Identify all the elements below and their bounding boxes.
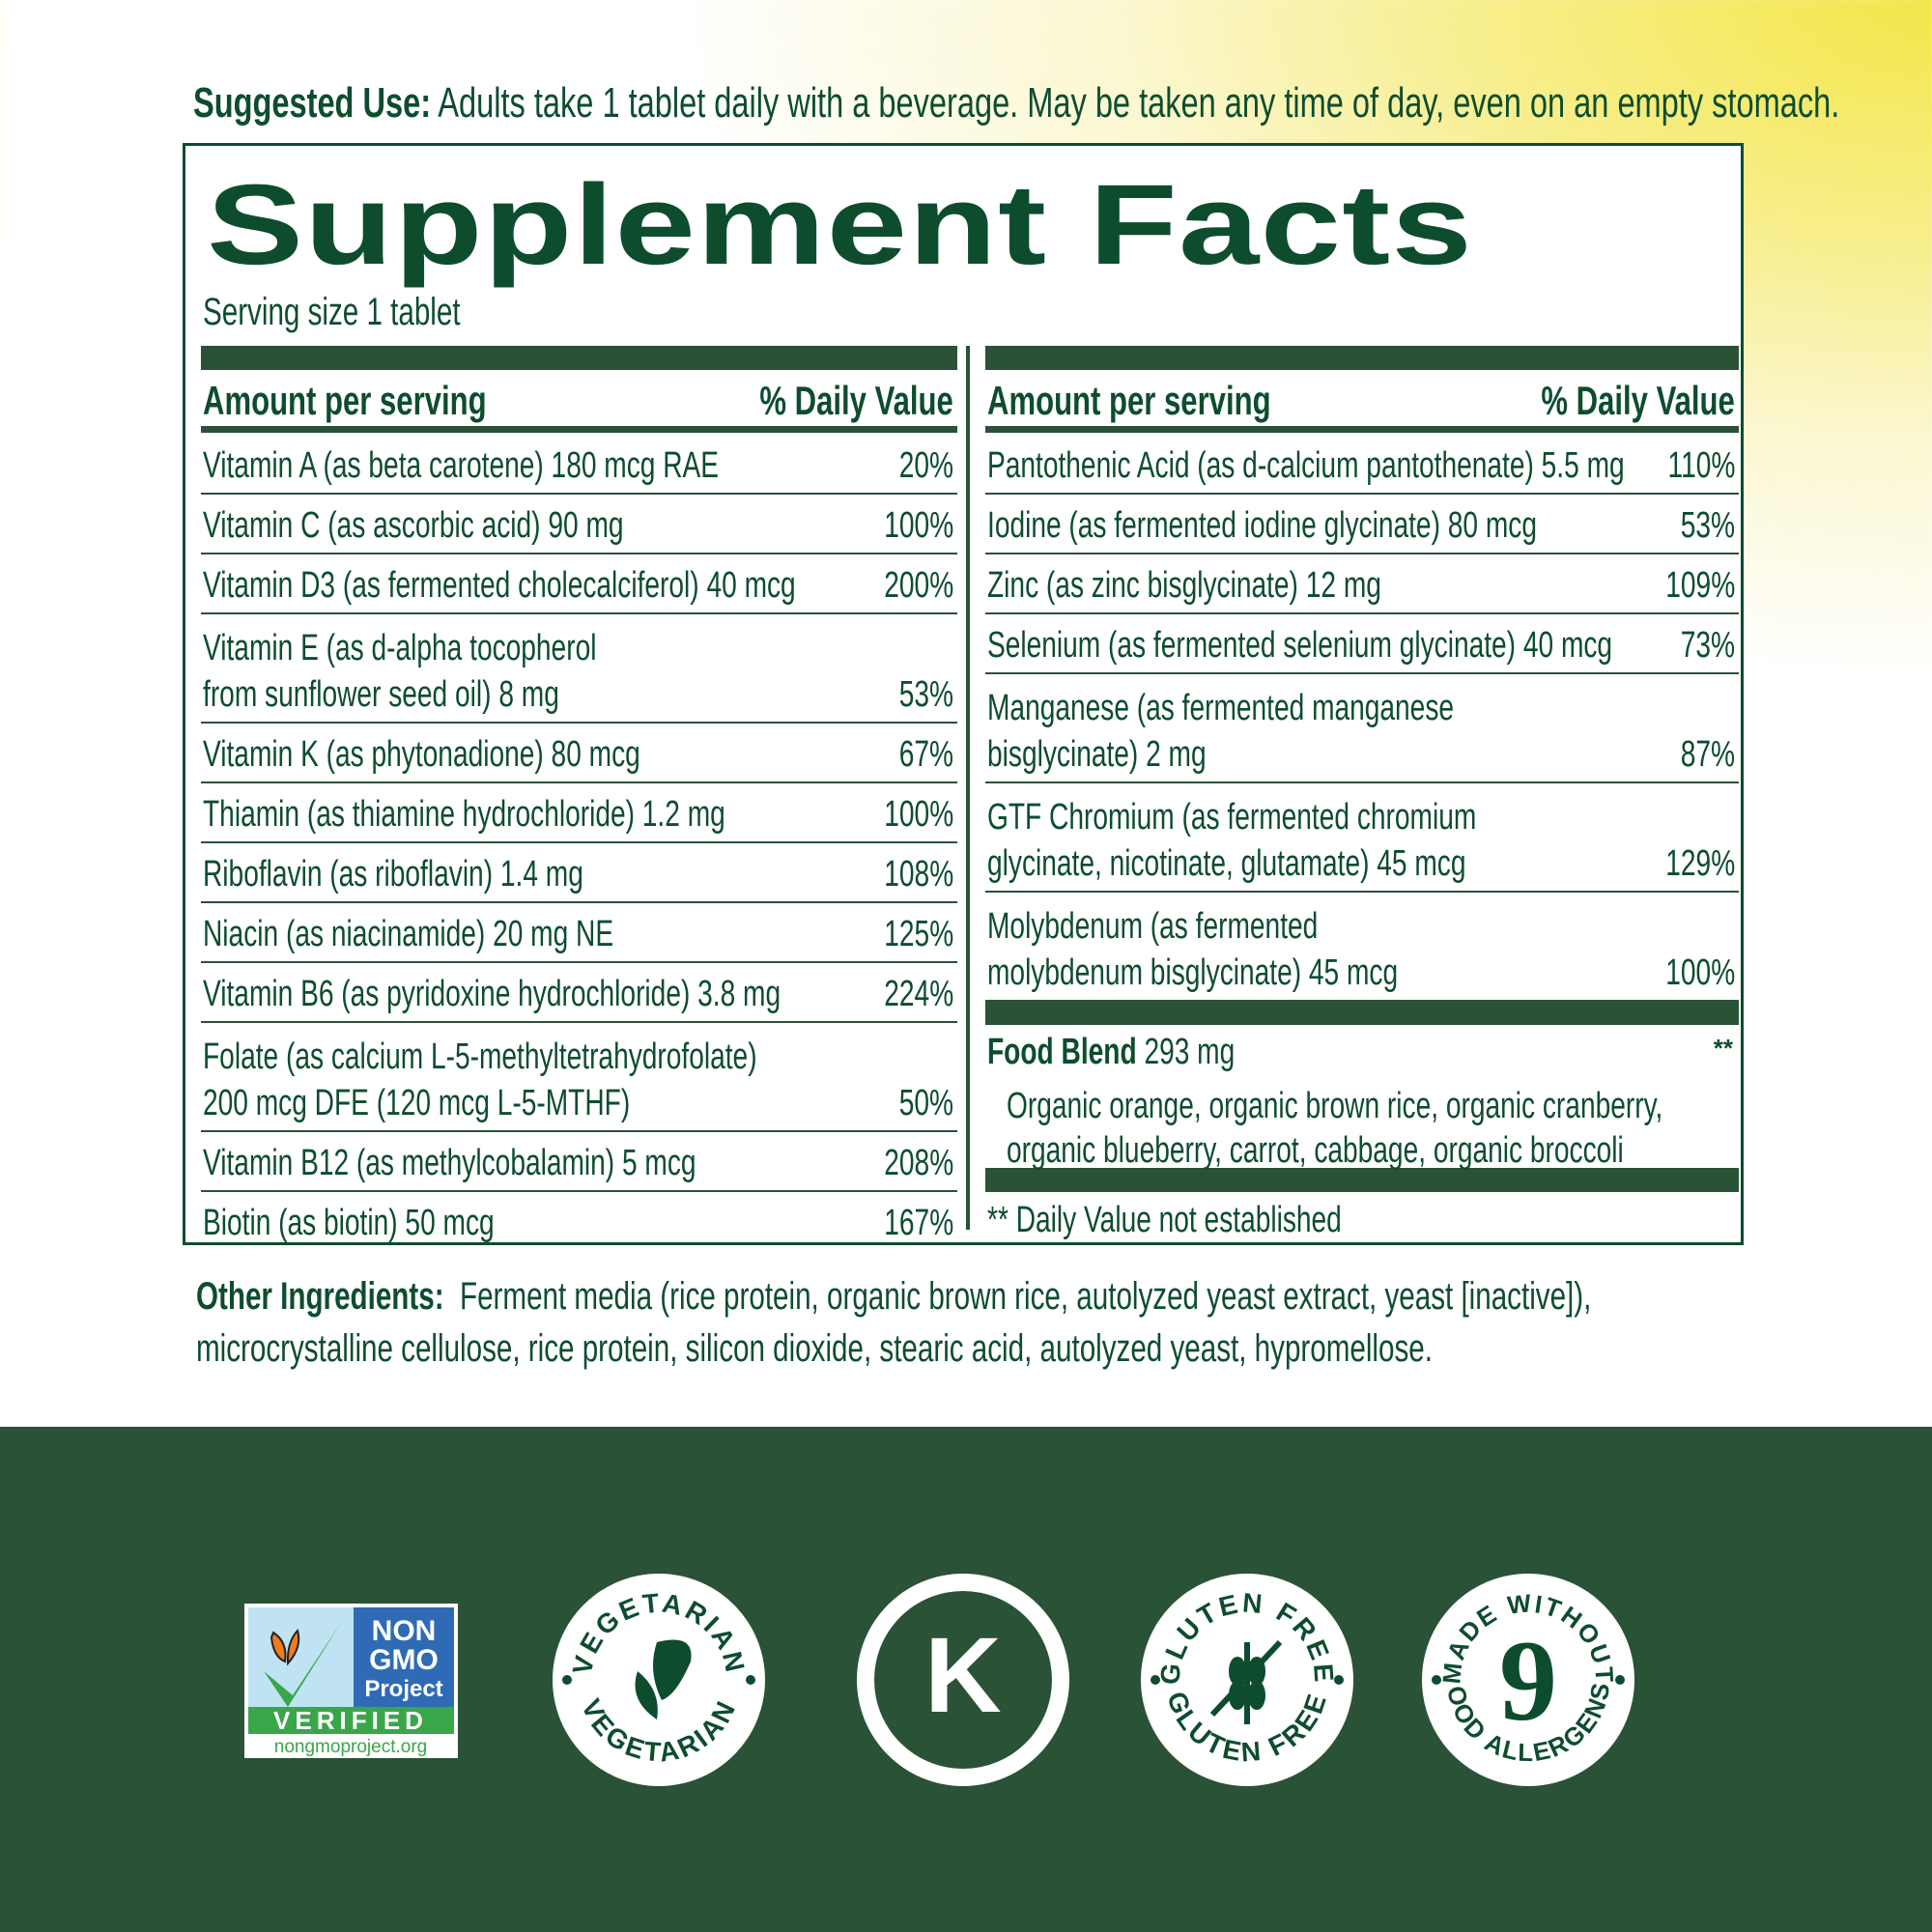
daily-value: 109% xyxy=(1665,565,1735,606)
allergen-free-badge: MADE WITHOUT FOOD ALLERGENS* 9 xyxy=(0,0,1634,1786)
nutrient-name: Biotin (as biotin) 50 mcg xyxy=(203,1203,495,1243)
nutrient-row: Vitamin K (as phytonadione) 80 mcg 67% xyxy=(201,724,957,783)
daily-value: 100% xyxy=(884,794,953,835)
svg-text:FOOD ALLERGENS*: FOOD ALLERGENS* xyxy=(0,0,1613,1767)
nutrient-row: Vitamin A (as beta carotene) 180 mcg RAE… xyxy=(201,433,957,495)
nutrient-row: Vitamin B12 (as methylcobalamin) 5 mcg 20… xyxy=(201,1132,957,1192)
daily-value: 108% xyxy=(884,854,953,895)
nutrient-row: Vitamin C (as ascorbic acid) 90 mg 100% xyxy=(201,495,957,554)
nutrient-name: Vitamin E (as d-alpha tocopherol xyxy=(203,628,597,668)
thick-rule xyxy=(201,346,957,370)
left-column: Amount per serving % Daily Value Vitamin… xyxy=(201,346,957,1250)
svg-text:nongmoproject.org: nongmoproject.org xyxy=(274,1737,427,1757)
nutrient-row: Riboflavin (as riboflavin) 1.4 mg 108% xyxy=(201,843,957,903)
nutrient-name: Zinc (as zinc bisglycinate) 12 mg xyxy=(987,565,1381,606)
nutrient-name: GTF Chromium (as fermented chromium xyxy=(987,797,1477,838)
column-divider xyxy=(966,346,970,1230)
nutrient-name: Iodine (as fermented iodine glycinate) 8… xyxy=(987,505,1537,546)
nutrient-row: Vitamin D3 (as fermented cholecalciferol… xyxy=(201,554,957,614)
gluten-free-badge: GLUTEN FREE GLUTEN FREE xyxy=(1141,1574,1353,1786)
nutrient-row: Vitamin E (as d-alpha tocopherol from sun… xyxy=(201,614,957,724)
nutrient-name: Riboflavin (as riboflavin) 1.4 mg xyxy=(203,854,583,895)
daily-value: 53% xyxy=(898,674,953,715)
daily-value: 20% xyxy=(898,445,953,486)
daily-value: 87% xyxy=(1680,734,1735,775)
nutrient-row: Niacin (as niacinamide) 20 mg NE 125% xyxy=(201,903,957,963)
nutrient-row: Molybdenum (as fermented molybdenum bisgl… xyxy=(985,893,1739,1000)
nutrient-name: Vitamin K (as phytonadione) 80 mcg xyxy=(203,734,640,775)
svg-text:K: K xyxy=(924,1616,1001,1735)
supplement-facts-panel: Supplement Facts Serving size 1 tablet A… xyxy=(183,143,1744,1245)
nutrient-name: Pantothenic Acid (as d-calcium pantothen… xyxy=(987,445,1625,486)
daily-value: 100% xyxy=(884,505,953,546)
daily-value: 73% xyxy=(1680,625,1735,666)
suggested-use: Suggested Use: Adults take 1 tablet dail… xyxy=(193,79,1840,127)
nutrient-name: Vitamin B12 (as methylcobalamin) 5 mcg xyxy=(203,1143,696,1183)
svg-text:9: 9 xyxy=(1499,1616,1557,1745)
nutrient-name: Vitamin C (as ascorbic acid) 90 mg xyxy=(203,505,624,546)
daily-value: 200% xyxy=(884,565,953,606)
non-gmo-verified-badge: NON GMO Project VERIFIED nongmoproject.o… xyxy=(244,1604,458,1758)
svg-text:NON: NON xyxy=(372,1615,437,1647)
nutrient-row: Iodine (as fermented iodine glycinate) 8… xyxy=(985,495,1739,554)
butterfly-icon xyxy=(270,1631,287,1663)
other-ingredients: Other Ingredients: Ferment media (rice p… xyxy=(196,1275,1592,1370)
nutrient-name: Manganese (as fermented manganese xyxy=(987,688,1455,728)
nutrient-name: Folate (as calcium L-5-methyltetrahydrof… xyxy=(203,1037,757,1077)
thick-rule xyxy=(985,346,1739,370)
nutrient-row: Pantothenic Acid (as d-calcium pantothen… xyxy=(985,433,1739,495)
column-header: Amount per serving % Daily Value xyxy=(985,370,1739,433)
nutrient-name: from sunflower seed oil) 8 mg xyxy=(203,674,559,715)
wheat-crossed-icon xyxy=(1209,1639,1283,1724)
serving-size: Serving size 1 tablet xyxy=(203,291,461,333)
leaf-icon xyxy=(635,1639,692,1719)
daily-value: 110% xyxy=(1667,445,1735,486)
column-header: Amount per serving % Daily Value xyxy=(201,370,957,433)
nutrient-row: Biotin (as biotin) 50 mcg 167% xyxy=(201,1192,957,1250)
svg-text:GMO: GMO xyxy=(369,1644,439,1676)
nutrient-name: Niacin (as niacinamide) 20 mg NE xyxy=(203,914,614,954)
daily-value: 167% xyxy=(884,1203,953,1243)
nutrient-row: Thiamin (as thiamine hydrochloride) 1.2 … xyxy=(201,783,957,843)
nutrient-name: Molybdenum (as fermented xyxy=(987,906,1319,947)
daily-value: 53% xyxy=(1680,505,1735,546)
nutrient-name: Vitamin A (as beta carotene) 180 mcg RAE xyxy=(203,445,720,486)
right-column: Amount per serving % Daily Value Pantoth… xyxy=(985,346,1739,1241)
thick-rule xyxy=(985,1000,1739,1025)
nutrient-row: Selenium (as fermented selenium glycinat… xyxy=(985,614,1739,674)
svg-text:Project: Project xyxy=(364,1676,442,1702)
nutrient-row: Manganese (as fermented manganese bisglyc… xyxy=(985,674,1739,783)
thick-rule xyxy=(985,1168,1739,1192)
nutrient-name: Vitamin D3 (as fermented cholecalciferol… xyxy=(203,565,796,606)
nutrient-name: Vitamin B6 (as pyridoxine hydrochloride)… xyxy=(203,974,781,1014)
nutrient-name: 200 mcg DFE (120 mcg L-5-MTHF) xyxy=(203,1083,631,1123)
daily-value: 224% xyxy=(884,974,953,1014)
kosher-badge: K xyxy=(857,1574,1069,1786)
facts-title: Supplement Facts xyxy=(207,161,1474,289)
daily-value: 100% xyxy=(1665,952,1735,993)
nutrient-name: Selenium (as fermented selenium glycinat… xyxy=(987,625,1613,666)
daily-value: 208% xyxy=(884,1143,953,1183)
food-blend: Food Blend 293 mg ** Organic orange, org… xyxy=(987,1032,1733,1171)
footnote: ** Daily Value not established xyxy=(987,1200,1342,1240)
nutrient-name: glycinate, nicotinate, glutamate) 45 mcg xyxy=(987,843,1466,884)
vegetarian-badge: VEGETARIAN VEGETARIAN xyxy=(553,1574,765,1786)
daily-value: 125% xyxy=(884,914,953,954)
nutrient-name: Thiamin (as thiamine hydrochloride) 1.2 … xyxy=(203,794,725,835)
nutrient-name: bisglycinate) 2 mg xyxy=(987,734,1207,775)
nutrient-row: Vitamin B6 (as pyridoxine hydrochloride)… xyxy=(201,963,957,1023)
daily-value: 67% xyxy=(898,734,953,775)
nutrient-row: Zinc (as zinc bisglycinate) 12 mg 109% xyxy=(985,554,1739,614)
nutrient-row: Folate (as calcium L-5-methyltetrahydrof… xyxy=(201,1023,957,1132)
nutrient-row: GTF Chromium (as fermented chromium glyci… xyxy=(985,783,1739,893)
nutrient-name: molybdenum bisglycinate) 45 mcg xyxy=(987,952,1399,993)
daily-value: 50% xyxy=(898,1083,953,1123)
svg-text:VERIFIED: VERIFIED xyxy=(273,1706,428,1735)
daily-value: 129% xyxy=(1665,843,1735,884)
